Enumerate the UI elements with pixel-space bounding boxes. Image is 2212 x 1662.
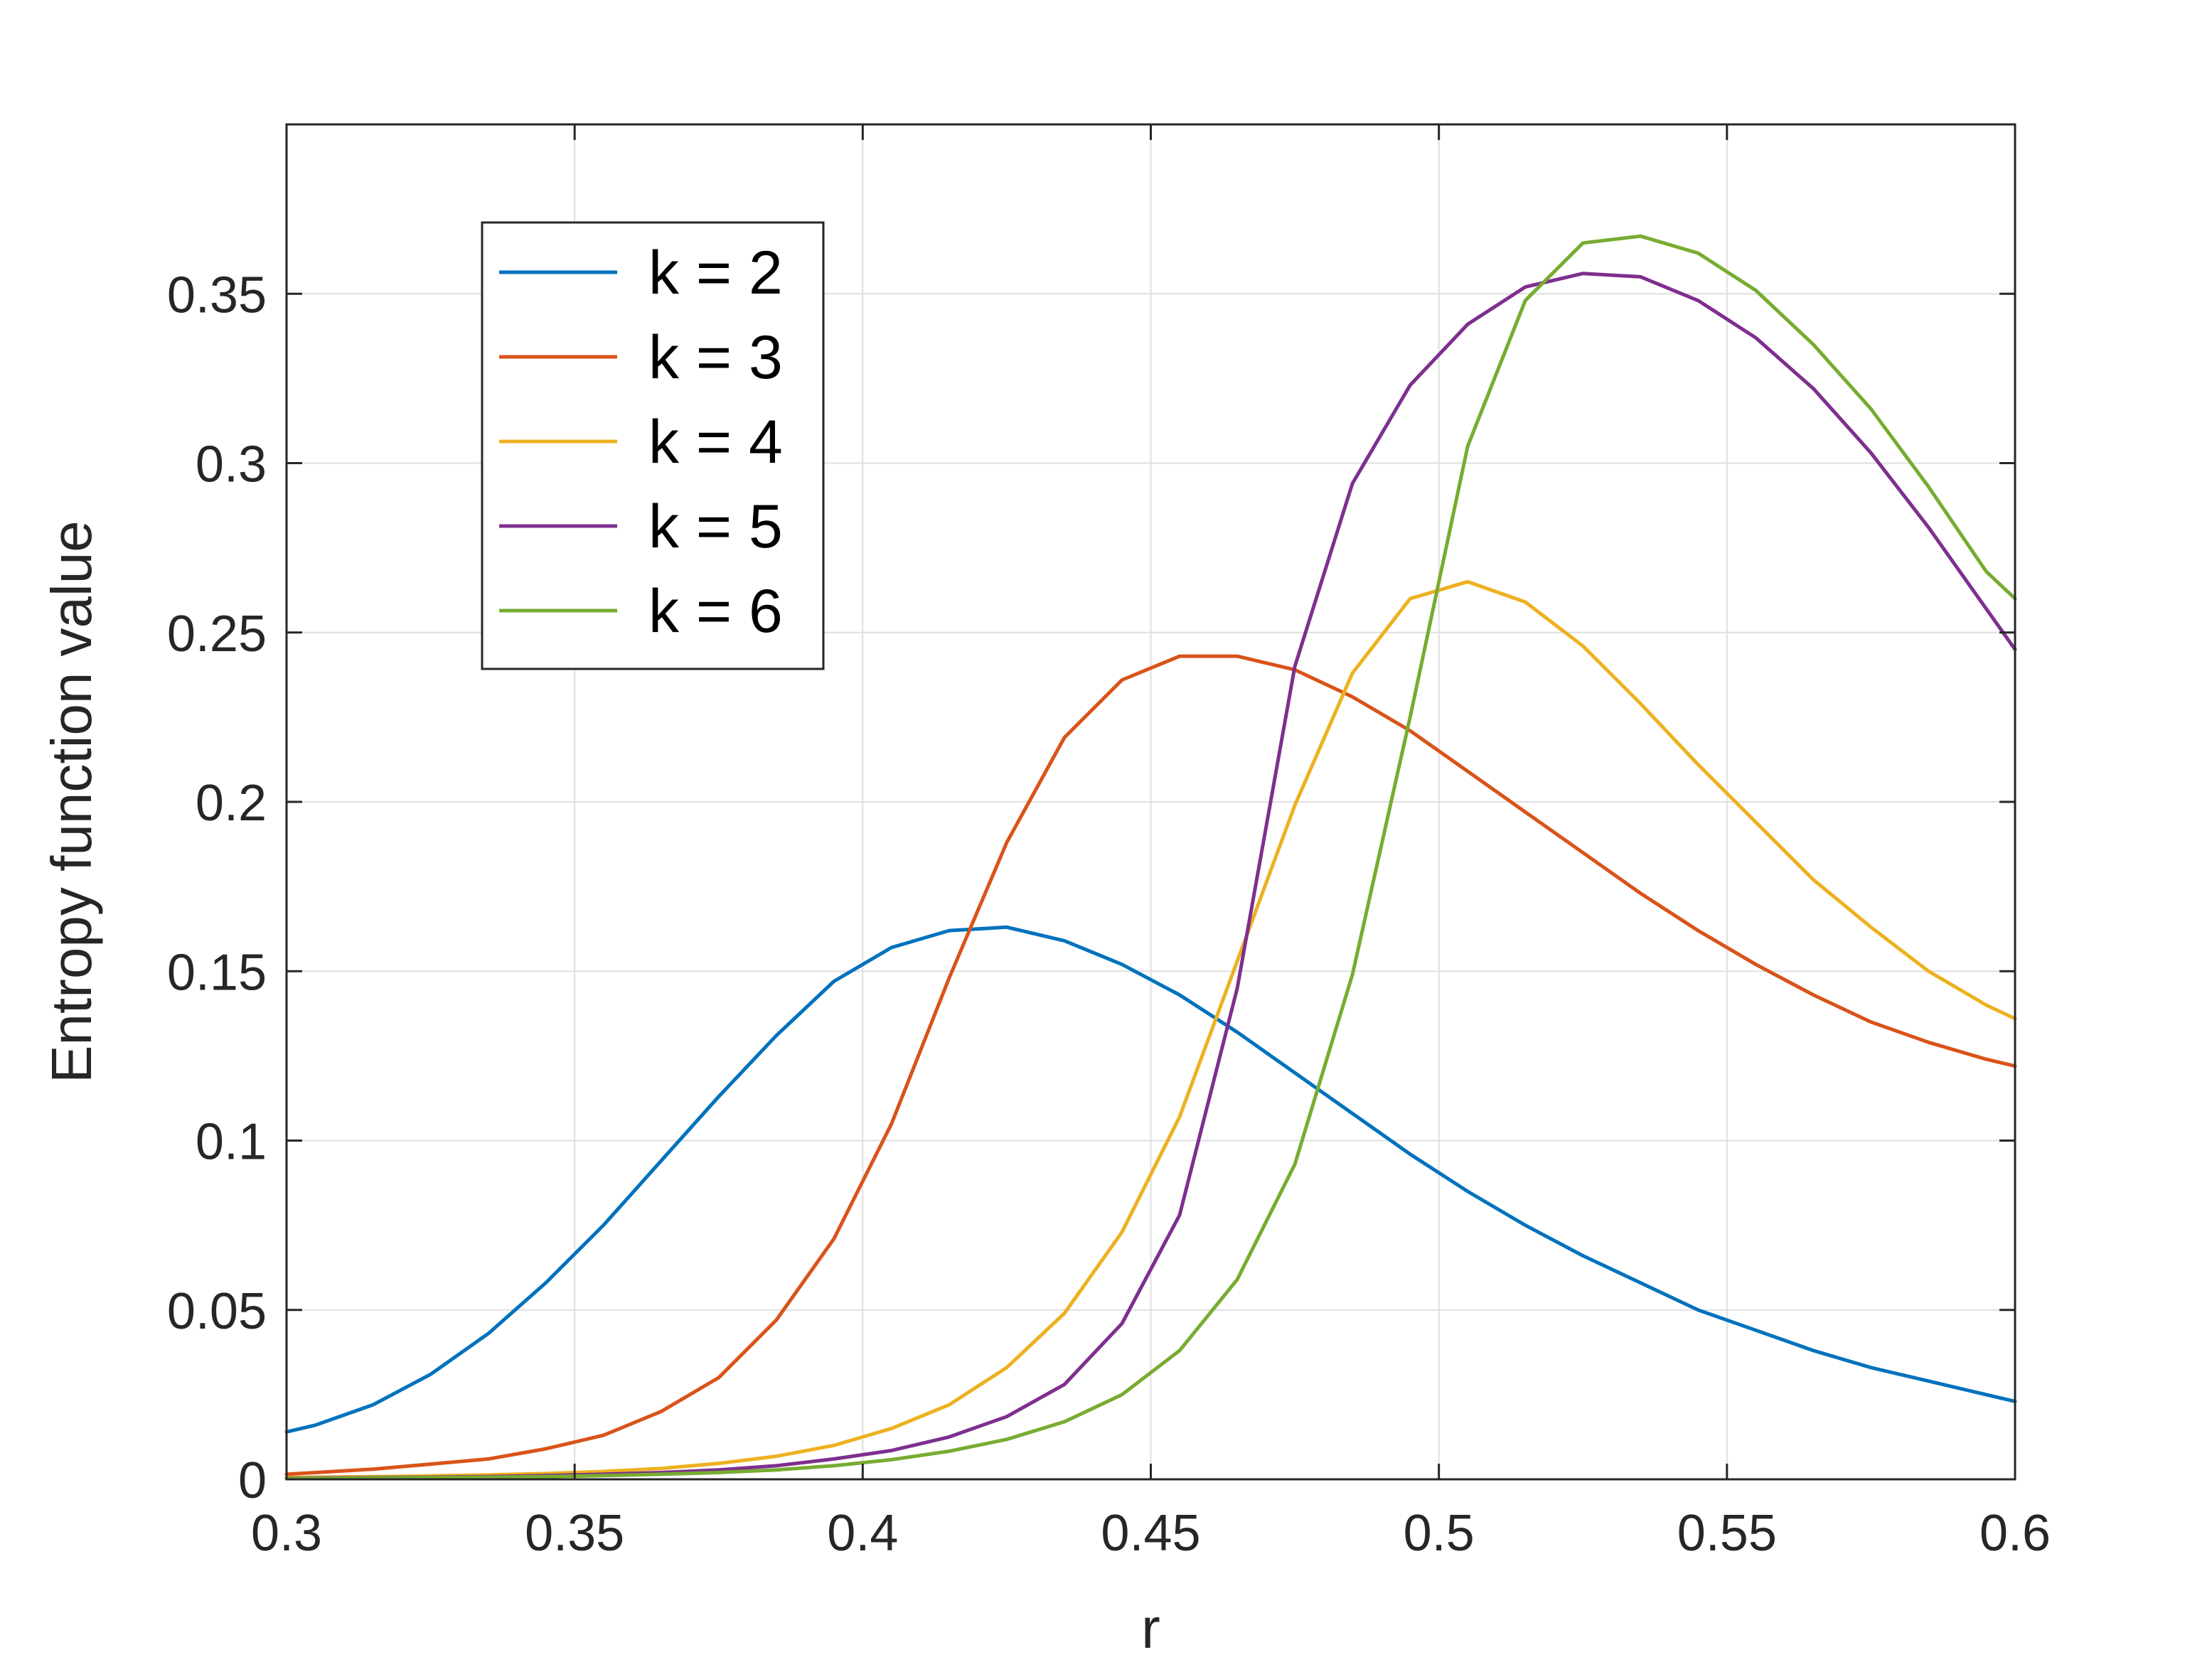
legend-label: k = 5	[648, 493, 783, 561]
y-tick-label: 0.3	[196, 436, 267, 493]
x-tick-label: 0.45	[1101, 1505, 1200, 1562]
series-line-k6	[284, 234, 2017, 1481]
x-tick-label: 0.3	[251, 1505, 322, 1562]
legend-label: k = 4	[648, 408, 783, 476]
y-tick-label: 0.05	[167, 1283, 267, 1340]
series-line-k2	[284, 925, 2017, 1434]
x-tick-label: 0.6	[1979, 1505, 2051, 1562]
y-tick-label: 0.1	[196, 1114, 267, 1171]
legend-label: k = 2	[648, 239, 783, 307]
grid	[286, 124, 2016, 1480]
legend-label: k = 3	[648, 323, 783, 392]
legend-box	[481, 221, 825, 670]
y-tick-label: 0	[238, 1452, 267, 1509]
x-tick-label: 0.55	[1677, 1505, 1777, 1562]
series-lines	[284, 234, 2017, 1481]
x-tick-label: 0.4	[827, 1505, 898, 1562]
x-axis-title: r	[1141, 1597, 1160, 1658]
y-tick-label: 0.35	[167, 267, 267, 323]
y-tick-label: 0.2	[196, 775, 267, 832]
x-tick-label: 0.5	[1404, 1505, 1475, 1562]
legend: k = 2 k = 3 k = 4 k = 5 k = 6	[481, 221, 825, 670]
legend-label: k = 6	[648, 577, 783, 645]
series-line-k4	[284, 579, 2017, 1480]
series-line-k3	[284, 654, 2017, 1476]
y-tick-label: 0.25	[167, 606, 267, 663]
y-axis-title: Entropy function value	[40, 520, 103, 1083]
ticks: 0.3 0.35 0.4 0.45 0.5 0.55 0.6 0 0.05 0.1 0.15 0.2 0…	[167, 124, 2051, 1562]
y-tick-label: 0.15	[167, 944, 267, 1001]
x-tick-label: 0.35	[525, 1505, 624, 1562]
